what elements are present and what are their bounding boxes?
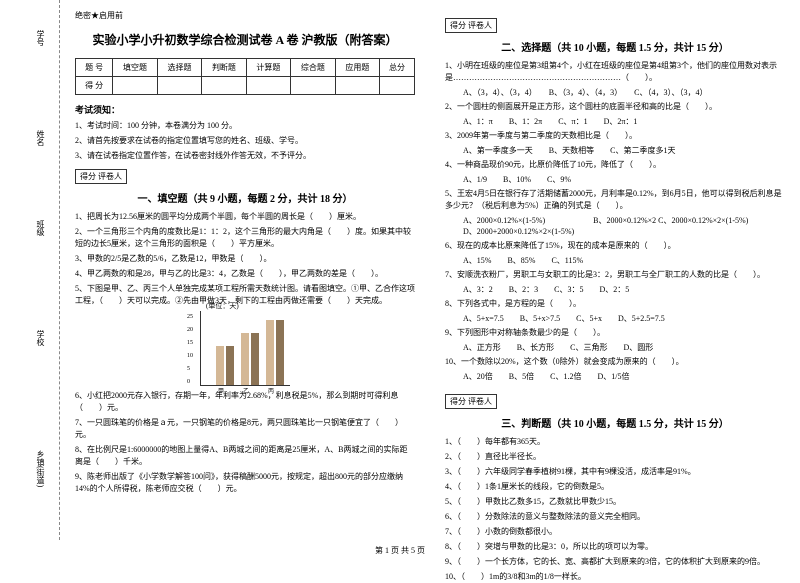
- choice-q2: 2、一个圆柱的侧面展开是正方形，这个圆柱的底面半径和高的比是（ ）。: [445, 101, 785, 113]
- bar-yi: [241, 333, 259, 385]
- notice-2: 2、请首先按要求在试卷的指定位置填写您的姓名、班级、学号。: [75, 135, 415, 146]
- fill-q7: 7、一只圆珠笔的价格是ａ元，一只钢笔的价格是8元，两只圆珠笔比一只钢笔便宜了（ …: [75, 417, 415, 441]
- judge-q4: 4、（ ）1条1厘米长的线段，它的倒数是5。: [445, 481, 785, 493]
- choice-q8: 8、下列各式中，是方程的是（ ）。: [445, 298, 785, 310]
- judge-q10: 10、（ ）1m的3/8和3m的1/8一样长。: [445, 571, 785, 583]
- fill-q3: 3、甲数的2/5是乙数的5/6，乙数是12，甲数是（ ）。: [75, 253, 415, 265]
- judge-q2: 2、（ ）直径比半径长。: [445, 451, 785, 463]
- choice-q7-opts: A、3：2 B、2：3 C、3：5 D、2：5: [463, 284, 785, 295]
- td-score: 得 分: [76, 77, 113, 95]
- margin-label-name: 姓名: [35, 130, 46, 146]
- fill-q8: 8、在比例尺是1:6000000的地图上量得A、B两城之间的距离是25厘米，A、…: [75, 444, 415, 468]
- judge-title: 三、判断题（共 10 小题，每题 1.5 分，共计 15 分）: [445, 415, 785, 430]
- choice-q4: 4、一种商品现价90元，比原价降低了10元，降低了（ ）。: [445, 159, 785, 171]
- th-fill: 填空题: [113, 59, 157, 77]
- choice-q10: 10、一个数除以20%，这个数（0除外）就会变成为原来的（ ）。: [445, 356, 785, 368]
- choice-q1-opts: A、（3，4）、（3，4） B、（3，4）、（4，3） C、（4，3）、（3，4…: [463, 87, 785, 98]
- th-num: 题 号: [76, 59, 113, 77]
- choice-q3-opts: A、第一季度多一天 B、天数相等 C、第二季度多1天: [463, 145, 785, 156]
- judge-q5: 5、（ ）甲数比乙数多15，乙数就比甲数少15。: [445, 496, 785, 508]
- choice-q6-opts: A、15% B、85% C、115%: [463, 255, 785, 266]
- choice-q5: 5、王宏4月5日在银行存了活期储蓄2000元，月利率是0.12%，到6月5日，他…: [445, 188, 785, 212]
- choice-q3: 3、2009年第一季度与第二季度的天数相比是（ ）。: [445, 130, 785, 142]
- margin-label-id: 学号: [35, 30, 46, 46]
- exam-title: 实验小学小升初数学综合检测试卷 A 卷 沪教版（附答案）: [75, 31, 415, 48]
- x-jia: 甲: [218, 386, 224, 395]
- judge-score-box: 得分 评卷人: [445, 394, 497, 409]
- judge-q8: 8、（ ）突增与甲数的比是3：0，所以比的项可以为零。: [445, 541, 785, 553]
- th-total: 总分: [380, 59, 415, 77]
- fill-section-header: 得分 评卷人: [75, 169, 415, 184]
- y5: 5: [187, 366, 190, 372]
- left-binding-margin: 学号 姓名 班级 学校 乡镇(街道): [0, 0, 60, 540]
- bar-jia: [216, 346, 234, 385]
- choice-q9: 9、下列图形中对称轴条数最少的是（ ）。: [445, 327, 785, 339]
- th-calc: 计算题: [246, 59, 290, 77]
- choice-section-header: 得分 评卷人: [445, 18, 785, 33]
- y25: 25: [187, 314, 193, 320]
- bar-bing: [266, 320, 284, 385]
- notice-title: 考试须知：: [75, 103, 415, 116]
- y10: 10: [187, 353, 193, 359]
- choice-q7: 7、安顺洗衣粉厂，男职工与女职工的比是3：2，男职工与全厂职工的人数的比是（ ）…: [445, 269, 785, 281]
- judge-q1: 1、（ ）每年都有365天。: [445, 436, 785, 448]
- fill-title: 一、填空题（共 9 小题，每题 2 分，共计 18 分）: [75, 190, 415, 205]
- x-yi: 乙: [243, 386, 249, 395]
- margin-label-town: 乡镇(街道): [35, 450, 46, 487]
- choice-q10-opts: A、20倍 B、5倍 C、1.2倍 D、1/5倍: [463, 371, 785, 382]
- judge-section-header: 得分 评卷人: [445, 394, 785, 409]
- th-judge: 判断题: [202, 59, 246, 77]
- choice-q4-opts: A、1/9 B、10% C、9%: [463, 174, 785, 185]
- choice-q2-opts: A、1：π B、1：2π C、π：1 D、2π：1: [463, 116, 785, 127]
- judge-q3: 3、（ ）六年级同学春季植树91棵，其中有9棵没活，成活率是91%。: [445, 466, 785, 478]
- th-app: 应用题: [335, 59, 379, 77]
- score-table: 题 号 填空题 选择题 判断题 计算题 综合题 应用题 总分 得 分: [75, 58, 415, 95]
- choice-score-box: 得分 评卷人: [445, 18, 497, 33]
- y0: 0: [187, 379, 190, 385]
- bar-chart: (单位：天) 0 5 10 15 20 25 甲 乙 丙: [200, 311, 290, 386]
- choice-q6: 6、现在的成本比原来降低了15%，现在的成本是原来的（ ）。: [445, 240, 785, 252]
- fill-q9: 9、陈老师出版了《小学数学解答100问》，获得稿酬5000元，按规定，超出800…: [75, 471, 415, 495]
- chart-unit: (单位：天): [206, 301, 239, 311]
- y15: 15: [187, 340, 193, 346]
- judge-q9: 9、（ ）一个长方体，它的长、宽、高都扩大到原来的3倍，它的体积扩大到原来的9倍…: [445, 556, 785, 568]
- notice-1: 1、考试时间：100 分钟，本卷满分为 100 分。: [75, 120, 415, 131]
- confidential-label: 绝密★启用前: [75, 10, 415, 21]
- y20: 20: [187, 327, 193, 333]
- left-column: 绝密★启用前 实验小学小升初数学综合检测试卷 A 卷 沪教版（附答案） 题 号 …: [75, 10, 415, 530]
- fill-q4: 4、甲乙两数的和是28，甲与乙的比是3：4，乙数是（ ），甲乙两数的差是（ ）。: [75, 268, 415, 280]
- margin-label-school: 学校: [35, 330, 46, 346]
- choice-q8-opts: A、5+x=7.5 B、5+x>7.5 C、5+x D、5+2.5=7.5: [463, 313, 785, 324]
- x-bing: 丙: [268, 386, 274, 395]
- judge-q6: 6、（ ）分数除法的意义与整数除法的意义完全相同。: [445, 511, 785, 523]
- margin-label-class: 班级: [35, 220, 46, 236]
- choice-title: 二、选择题（共 10 小题，每题 1.5 分，共计 15 分）: [445, 39, 785, 54]
- notice-3: 3、请在试卷指定位置作答，在试卷密封线外作答无效，不予评分。: [75, 150, 415, 161]
- judge-q7: 7、（ ）小数的倒数都很小。: [445, 526, 785, 538]
- fill-q5: 5、下图是甲、乙、丙三个人单独完成某项工程所需天数统计图。请看图填空。①甲、乙合…: [75, 283, 415, 307]
- th-comp: 综合题: [291, 59, 335, 77]
- th-choice: 选择题: [157, 59, 201, 77]
- choice-q5-opts: A、2000×0.12%×(1-5%) B、2000×0.12%×2 C、200…: [463, 215, 785, 237]
- fill-q1: 1、把周长为12.56厘米的圆平均分成两个半圆，每个半圆的周长是（ ）厘米。: [75, 211, 415, 223]
- choice-q1: 1、小明在班级的座位是第3组第4个，小红在班级的座位是第4组第3个，他们的座位用…: [445, 60, 785, 84]
- right-column: 得分 评卷人 二、选择题（共 10 小题，每题 1.5 分，共计 15 分） 1…: [445, 10, 785, 530]
- main-content: 绝密★启用前 实验小学小升初数学综合检测试卷 A 卷 沪教版（附答案） 题 号 …: [60, 0, 800, 540]
- fill-q2: 2、一个三角形三个内角的度数比是1：1：2，这个三角形的最大内角是（ ）度。如果…: [75, 226, 415, 250]
- choice-q9-opts: A、正方形 B、长方形 C、三角形 D、圆形: [463, 342, 785, 353]
- fill-score-box: 得分 评卷人: [75, 169, 127, 184]
